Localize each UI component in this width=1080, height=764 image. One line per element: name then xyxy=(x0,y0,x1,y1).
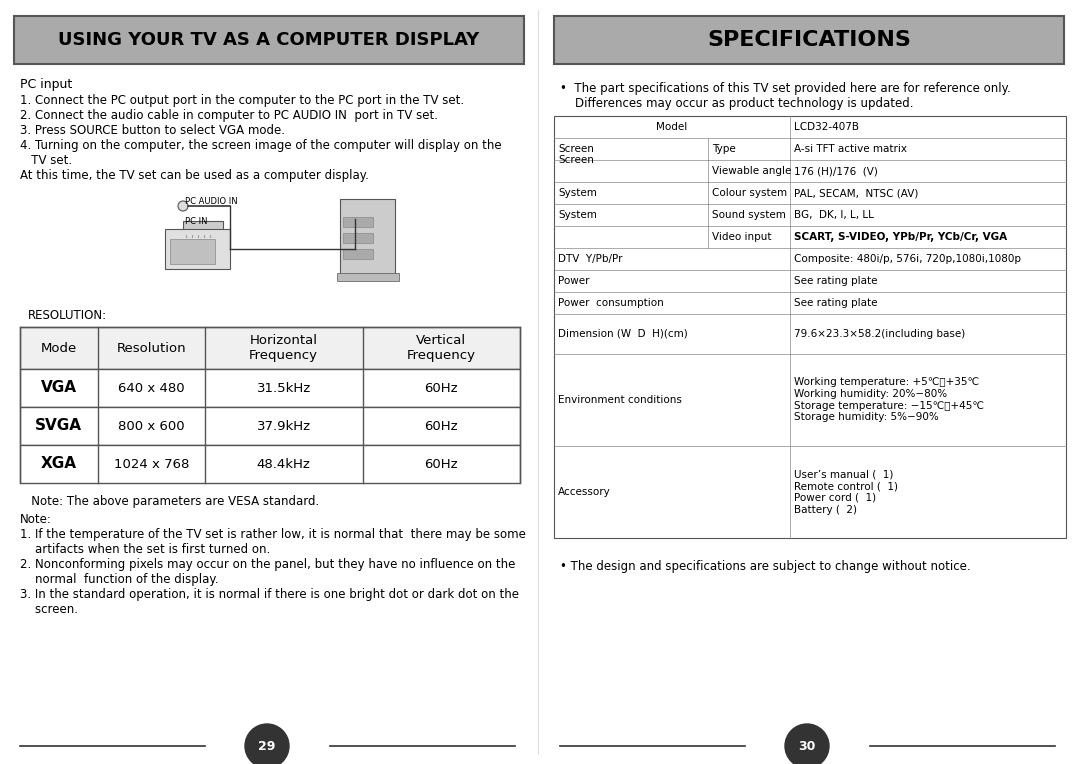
Text: 30: 30 xyxy=(798,740,815,753)
Text: 60Hz: 60Hz xyxy=(424,458,458,471)
Text: 48.4kHz: 48.4kHz xyxy=(257,458,311,471)
Bar xyxy=(21,327,519,369)
Text: SCART, S-VIDEO, YPb/Pr, YCb/Cr, VGA: SCART, S-VIDEO, YPb/Pr, YCb/Cr, VGA xyxy=(794,232,1007,242)
Text: Model: Model xyxy=(657,122,687,132)
Text: 60Hz: 60Hz xyxy=(424,381,458,394)
Bar xyxy=(21,445,519,483)
Bar xyxy=(14,16,524,64)
Text: System: System xyxy=(558,188,597,198)
Text: See rating plate: See rating plate xyxy=(794,276,877,286)
Text: 800 x 600: 800 x 600 xyxy=(118,419,185,432)
Bar xyxy=(170,239,215,264)
Bar xyxy=(337,273,399,281)
Text: 60Hz: 60Hz xyxy=(424,419,458,432)
Text: RESOLUTION:: RESOLUTION: xyxy=(28,309,107,322)
Text: 176 (H)/176  (V): 176 (H)/176 (V) xyxy=(794,166,877,176)
Text: Resolution: Resolution xyxy=(117,342,186,354)
Text: Power  consumption: Power consumption xyxy=(558,298,664,308)
Text: • The design and specifications are subject to change without notice.: • The design and specifications are subj… xyxy=(561,561,971,574)
Bar xyxy=(165,229,230,269)
Text: User’s manual (  1)
Remote control (  1)
Power cord (  1)
Battery (  2): User’s manual ( 1) Remote control ( 1) P… xyxy=(794,470,897,515)
Bar xyxy=(554,16,1064,64)
Bar xyxy=(21,369,519,407)
Text: Mode: Mode xyxy=(41,342,77,354)
Text: Note: The above parameters are VESA standard.: Note: The above parameters are VESA stan… xyxy=(21,495,320,508)
Text: artifacts when the set is first turned on.: artifacts when the set is first turned o… xyxy=(21,543,270,556)
Text: 1. Connect the PC output port in the computer to the PC port in the TV set.: 1. Connect the PC output port in the com… xyxy=(21,94,464,107)
Text: 31.5kHz: 31.5kHz xyxy=(257,381,311,394)
Text: 3. In the standard operation, it is normal if there is one bright dot or dark do: 3. In the standard operation, it is norm… xyxy=(21,588,519,601)
Text: SPECIFICATIONS: SPECIFICATIONS xyxy=(707,30,910,50)
Bar xyxy=(343,217,373,227)
Text: Sound system: Sound system xyxy=(712,210,785,220)
Text: PC AUDIO IN: PC AUDIO IN xyxy=(185,197,238,206)
Text: screen.: screen. xyxy=(21,603,78,616)
Text: •  The part specifications of this TV set provided here are for reference only.: • The part specifications of this TV set… xyxy=(561,82,1011,95)
Text: See rating plate: See rating plate xyxy=(794,298,877,308)
Text: LCD32-407B: LCD32-407B xyxy=(794,122,859,132)
Text: System: System xyxy=(558,210,597,220)
Text: Screen: Screen xyxy=(558,155,594,165)
Text: 640 x 480: 640 x 480 xyxy=(118,381,185,394)
Text: Working temperature: +5℃～+35℃
Working humidity: 20%−80%
Storage temperature: −15: Working temperature: +5℃～+35℃ Working hu… xyxy=(794,377,984,422)
Text: 2. Connect the audio cable in computer to PC AUDIO IN  port in TV set.: 2. Connect the audio cable in computer t… xyxy=(21,109,438,122)
Text: Accessory: Accessory xyxy=(558,487,611,497)
Text: USING YOUR TV AS A COMPUTER DISPLAY: USING YOUR TV AS A COMPUTER DISPLAY xyxy=(58,31,480,49)
Bar xyxy=(340,199,395,274)
Text: Colour system: Colour system xyxy=(712,188,786,198)
Bar xyxy=(183,221,222,239)
Text: Environment conditions: Environment conditions xyxy=(558,395,681,405)
Text: Type: Type xyxy=(712,144,735,154)
Text: XGA: XGA xyxy=(41,457,77,471)
Text: 4. Turning on the computer, the screen image of the computer will display on the: 4. Turning on the computer, the screen i… xyxy=(21,139,501,152)
Text: At this time, the TV set can be used as a computer display.: At this time, the TV set can be used as … xyxy=(21,169,369,182)
Text: Horizontal
Frequency: Horizontal Frequency xyxy=(249,334,319,362)
Text: 1024 x 768: 1024 x 768 xyxy=(113,458,189,471)
Text: Video input: Video input xyxy=(712,232,771,242)
Circle shape xyxy=(785,724,829,764)
Text: Viewable angle: Viewable angle xyxy=(712,166,791,176)
Text: VGA: VGA xyxy=(41,380,77,396)
Text: SVGA: SVGA xyxy=(36,419,82,433)
Text: 1. If the temperature of the TV set is rather low, it is normal that  there may : 1. If the temperature of the TV set is r… xyxy=(21,528,526,541)
Text: BG,  DK, I, L, LL: BG, DK, I, L, LL xyxy=(794,210,874,220)
Text: Note:: Note: xyxy=(21,513,52,526)
Bar xyxy=(343,233,373,243)
Text: Dimension (W  D  H)(cm): Dimension (W D H)(cm) xyxy=(558,329,688,338)
Circle shape xyxy=(178,201,188,211)
Bar xyxy=(343,249,373,259)
Text: 3. Press SOURCE button to select VGA mode.: 3. Press SOURCE button to select VGA mod… xyxy=(21,124,285,137)
Text: PC IN: PC IN xyxy=(185,217,207,226)
Text: Screen: Screen xyxy=(558,144,594,154)
Text: 79.6×23.3×58.2(including base): 79.6×23.3×58.2(including base) xyxy=(794,329,964,338)
Text: TV set.: TV set. xyxy=(21,154,72,167)
Text: Power: Power xyxy=(558,276,590,286)
Text: 2. Nonconforming pixels may occur on the panel, but they have no influence on th: 2. Nonconforming pixels may occur on the… xyxy=(21,558,515,571)
Text: 29: 29 xyxy=(258,740,275,753)
Bar xyxy=(21,407,519,445)
Text: Differences may occur as product technology is updated.: Differences may occur as product technol… xyxy=(561,97,914,110)
Text: DTV  Y/Pb/Pr: DTV Y/Pb/Pr xyxy=(558,254,622,264)
Text: Vertical
Frequency: Vertical Frequency xyxy=(407,334,476,362)
Text: normal  function of the display.: normal function of the display. xyxy=(21,573,218,586)
Bar xyxy=(554,116,1066,539)
Text: PAL, SECAM,  NTSC (AV): PAL, SECAM, NTSC (AV) xyxy=(794,188,918,198)
Text: 37.9kHz: 37.9kHz xyxy=(257,419,311,432)
Text: PC input: PC input xyxy=(21,78,72,91)
Circle shape xyxy=(245,724,289,764)
Text: A-si TFT active matrix: A-si TFT active matrix xyxy=(794,144,906,154)
Text: Composite: 480i/p, 576i, 720p,1080i,1080p: Composite: 480i/p, 576i, 720p,1080i,1080… xyxy=(794,254,1021,264)
